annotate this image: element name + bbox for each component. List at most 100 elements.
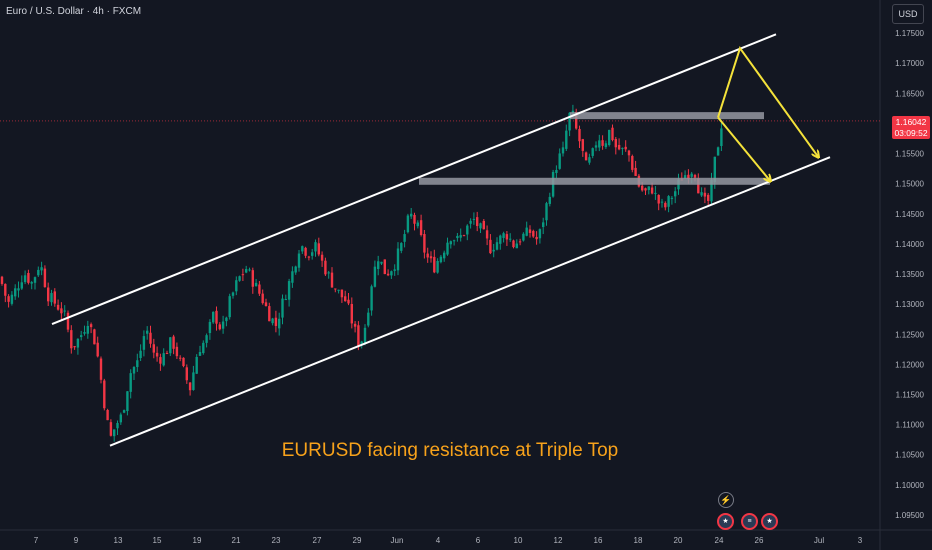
candle-body (436, 260, 439, 273)
candle-body (439, 256, 443, 263)
candle-body (129, 373, 132, 392)
candle-body (60, 308, 63, 314)
candle-body (139, 350, 142, 359)
price-tick-label: 1.17000 (895, 59, 924, 68)
candle-body (433, 256, 436, 273)
price-tick-label: 1.11000 (896, 421, 925, 430)
candle-body (525, 227, 528, 236)
candle-body (334, 288, 337, 290)
price-tick-label: 1.16500 (895, 89, 924, 98)
candle-body (687, 174, 690, 180)
candle-body (317, 243, 320, 255)
candle-body (291, 271, 294, 283)
price-tick-label: 1.14500 (895, 210, 924, 219)
candle-body (241, 274, 245, 276)
candle-body (588, 157, 591, 163)
channel-upper-line (51, 33, 777, 325)
candle-body (660, 201, 664, 203)
candle-body (489, 239, 492, 254)
candle-body (261, 293, 264, 304)
candle-body (446, 242, 449, 255)
candle-body (353, 323, 357, 327)
candle-body (195, 356, 198, 374)
candle-body (462, 235, 466, 237)
candle-body (657, 194, 660, 204)
candle-body (400, 243, 403, 251)
candle-body (522, 233, 525, 241)
time-tick-label: 27 (313, 536, 322, 545)
time-tick-label: 9 (74, 536, 79, 545)
candle-body (472, 218, 476, 220)
time-tick-label: 26 (755, 536, 764, 545)
candle-body (373, 266, 377, 287)
price-tick-label: 1.15000 (895, 180, 924, 189)
candle-body (492, 249, 495, 252)
lightning-icon[interactable]: ⚡ (718, 492, 734, 508)
time-tick-label: 20 (674, 536, 683, 545)
candle-body (307, 256, 311, 258)
candle-body (33, 277, 37, 283)
candle-body (66, 312, 70, 330)
price-tick-label: 1.12000 (895, 360, 924, 369)
candle-body (238, 276, 241, 281)
candle-body (14, 288, 17, 297)
candle-body (495, 242, 499, 250)
eu-flag-event-icon[interactable]: ★ (761, 513, 778, 530)
symbol-title: Euro / U.S. Dollar · 4h · FXCM (6, 6, 142, 17)
candle-body (459, 235, 462, 238)
candle-body (113, 429, 116, 437)
candle-body (218, 324, 221, 330)
candle-body (47, 287, 50, 302)
candle-body (221, 321, 225, 329)
candle-body (419, 220, 423, 236)
candle-body (264, 302, 268, 307)
candle-body (479, 223, 482, 229)
eu-flag-event-icon[interactable]: ★ (717, 513, 734, 530)
candle-body (627, 150, 631, 156)
candle-body (136, 360, 139, 368)
candle-body (647, 186, 650, 190)
candle-body (212, 311, 215, 323)
candle-body (608, 129, 611, 146)
candle-body (96, 342, 99, 357)
candle-body (149, 332, 152, 344)
candle-body (350, 303, 353, 324)
drawing-overlays (0, 33, 880, 447)
candle-body (122, 410, 126, 413)
candle-body (258, 284, 261, 294)
candle-body (357, 325, 360, 346)
time-tick-label: 23 (272, 536, 281, 545)
candle-body (634, 167, 637, 176)
candle-body (456, 235, 459, 239)
price-tick-label: 1.17500 (895, 29, 924, 38)
candle-body (10, 294, 14, 304)
candle-body (650, 187, 654, 194)
time-tick-label: 4 (436, 536, 441, 545)
time-tick-label: 29 (353, 536, 362, 545)
current-price-label: 1.16042 (895, 117, 927, 127)
candle-body (380, 261, 383, 264)
candle-body (119, 414, 122, 423)
candle-body (225, 317, 228, 322)
candle-body (413, 214, 416, 224)
candle-body (106, 409, 109, 421)
time-tick-label: 16 (594, 536, 603, 545)
candle-body (390, 271, 393, 276)
time-tick-label: 6 (476, 536, 481, 545)
candle-body (584, 152, 588, 161)
candle-body (406, 215, 410, 233)
candle-body (188, 382, 192, 391)
us-flag-event-icon[interactable]: ≡ (741, 513, 758, 530)
candle-body (423, 234, 426, 253)
candle-body (561, 147, 565, 154)
candle-body (17, 288, 20, 291)
currency-button[interactable]: USD (892, 4, 924, 24)
candle-body (515, 243, 518, 249)
time-tick-label: 13 (114, 536, 123, 545)
candle-body (416, 222, 419, 227)
candle-body (109, 422, 113, 436)
candle-body (604, 143, 608, 148)
resistance-zone (419, 177, 770, 185)
